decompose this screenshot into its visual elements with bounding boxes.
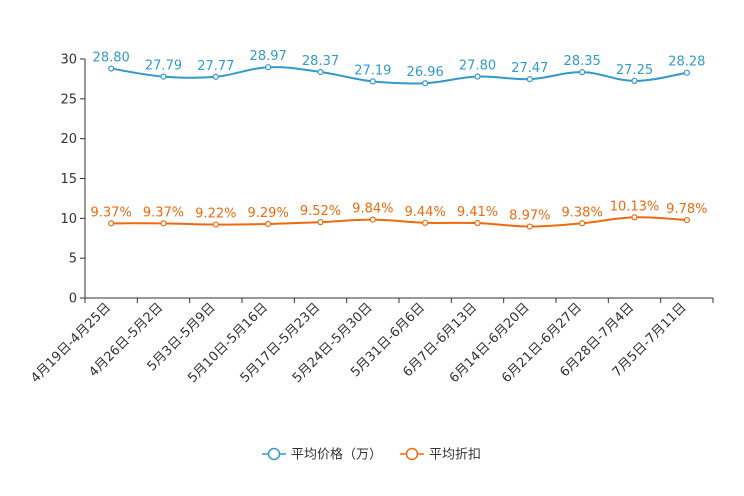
y-tick-label: 15 — [60, 172, 77, 187]
data-point[interactable] — [369, 216, 376, 223]
data-label: 28.80 — [93, 51, 130, 66]
data-label: 9.52% — [300, 204, 341, 219]
data-label: 26.96 — [407, 65, 444, 80]
data-label: 27.79 — [145, 59, 182, 74]
data-label: 28.37 — [302, 54, 339, 69]
series-0 — [108, 64, 690, 87]
data-label: 9.78% — [666, 202, 707, 217]
data-label: 27.47 — [511, 61, 548, 76]
data-point[interactable] — [317, 68, 324, 76]
data-point[interactable] — [108, 220, 115, 227]
data-label: 9.22% — [195, 207, 236, 222]
y-tick-label: 20 — [60, 132, 77, 147]
legend-label: 平均折扣 — [429, 448, 481, 463]
data-label: 9.84% — [352, 202, 393, 217]
legend-marker-icon — [405, 447, 419, 461]
series-line — [111, 66, 687, 85]
data-label: 10.13% — [610, 199, 660, 214]
legend-item-0[interactable]: 平均价格（万） — [262, 447, 382, 463]
data-labels: 28.80 27.79 27.77 28.97 28.37 27.19 26.96 27.80… — [91, 49, 708, 223]
data-point[interactable] — [683, 216, 690, 224]
data-point[interactable] — [631, 214, 638, 221]
data-point[interactable] — [160, 73, 167, 80]
data-point[interactable] — [212, 221, 219, 228]
data-point[interactable] — [579, 220, 586, 227]
data-label: 28.28 — [668, 55, 705, 70]
data-point[interactable] — [160, 220, 167, 227]
y-tick-label: 10 — [60, 212, 77, 227]
data-point[interactable] — [212, 73, 219, 80]
data-label: 9.38% — [562, 205, 603, 220]
data-label: 27.80 — [459, 59, 496, 74]
y-tick-label: 5 — [69, 252, 77, 267]
data-label: 27.25 — [616, 63, 653, 78]
data-label: 9.29% — [248, 206, 289, 221]
data-label: 27.19 — [354, 63, 391, 78]
series-lines — [108, 64, 690, 230]
data-point[interactable] — [265, 220, 272, 228]
data-label: 27.77 — [197, 59, 234, 74]
data-point[interactable] — [108, 65, 115, 72]
y-tick-label: 30 — [60, 53, 77, 68]
data-label: 9.41% — [457, 205, 498, 220]
data-point[interactable] — [579, 69, 586, 76]
data-label: 28.97 — [250, 49, 287, 64]
data-point[interactable] — [422, 219, 429, 226]
data-point[interactable] — [265, 64, 272, 71]
data-point[interactable] — [369, 78, 376, 85]
data-label: 8.97% — [509, 209, 550, 224]
legend-item-1[interactable]: 平均折扣 — [400, 448, 481, 463]
data-label: 9.37% — [91, 205, 132, 220]
data-label: 28.35 — [564, 54, 601, 69]
y-tick-label: 25 — [60, 92, 77, 107]
data-point[interactable] — [474, 73, 481, 80]
data-point[interactable] — [526, 76, 533, 83]
data-point[interactable] — [683, 69, 690, 76]
data-point[interactable] — [526, 223, 533, 230]
legend-label: 平均价格（万） — [291, 447, 382, 463]
data-point[interactable] — [631, 77, 638, 85]
data-label: 9.44% — [405, 205, 446, 220]
data-point[interactable] — [422, 80, 429, 87]
series-1 — [108, 214, 690, 230]
data-point[interactable] — [317, 219, 324, 226]
data-label: 9.37% — [143, 205, 184, 220]
series-line — [111, 216, 687, 228]
y-tick-label: 0 — [69, 292, 77, 307]
data-point[interactable] — [474, 219, 481, 227]
legend[interactable]: 平均价格（万） 平均折扣 — [262, 447, 481, 463]
legend-marker-icon — [267, 447, 281, 461]
